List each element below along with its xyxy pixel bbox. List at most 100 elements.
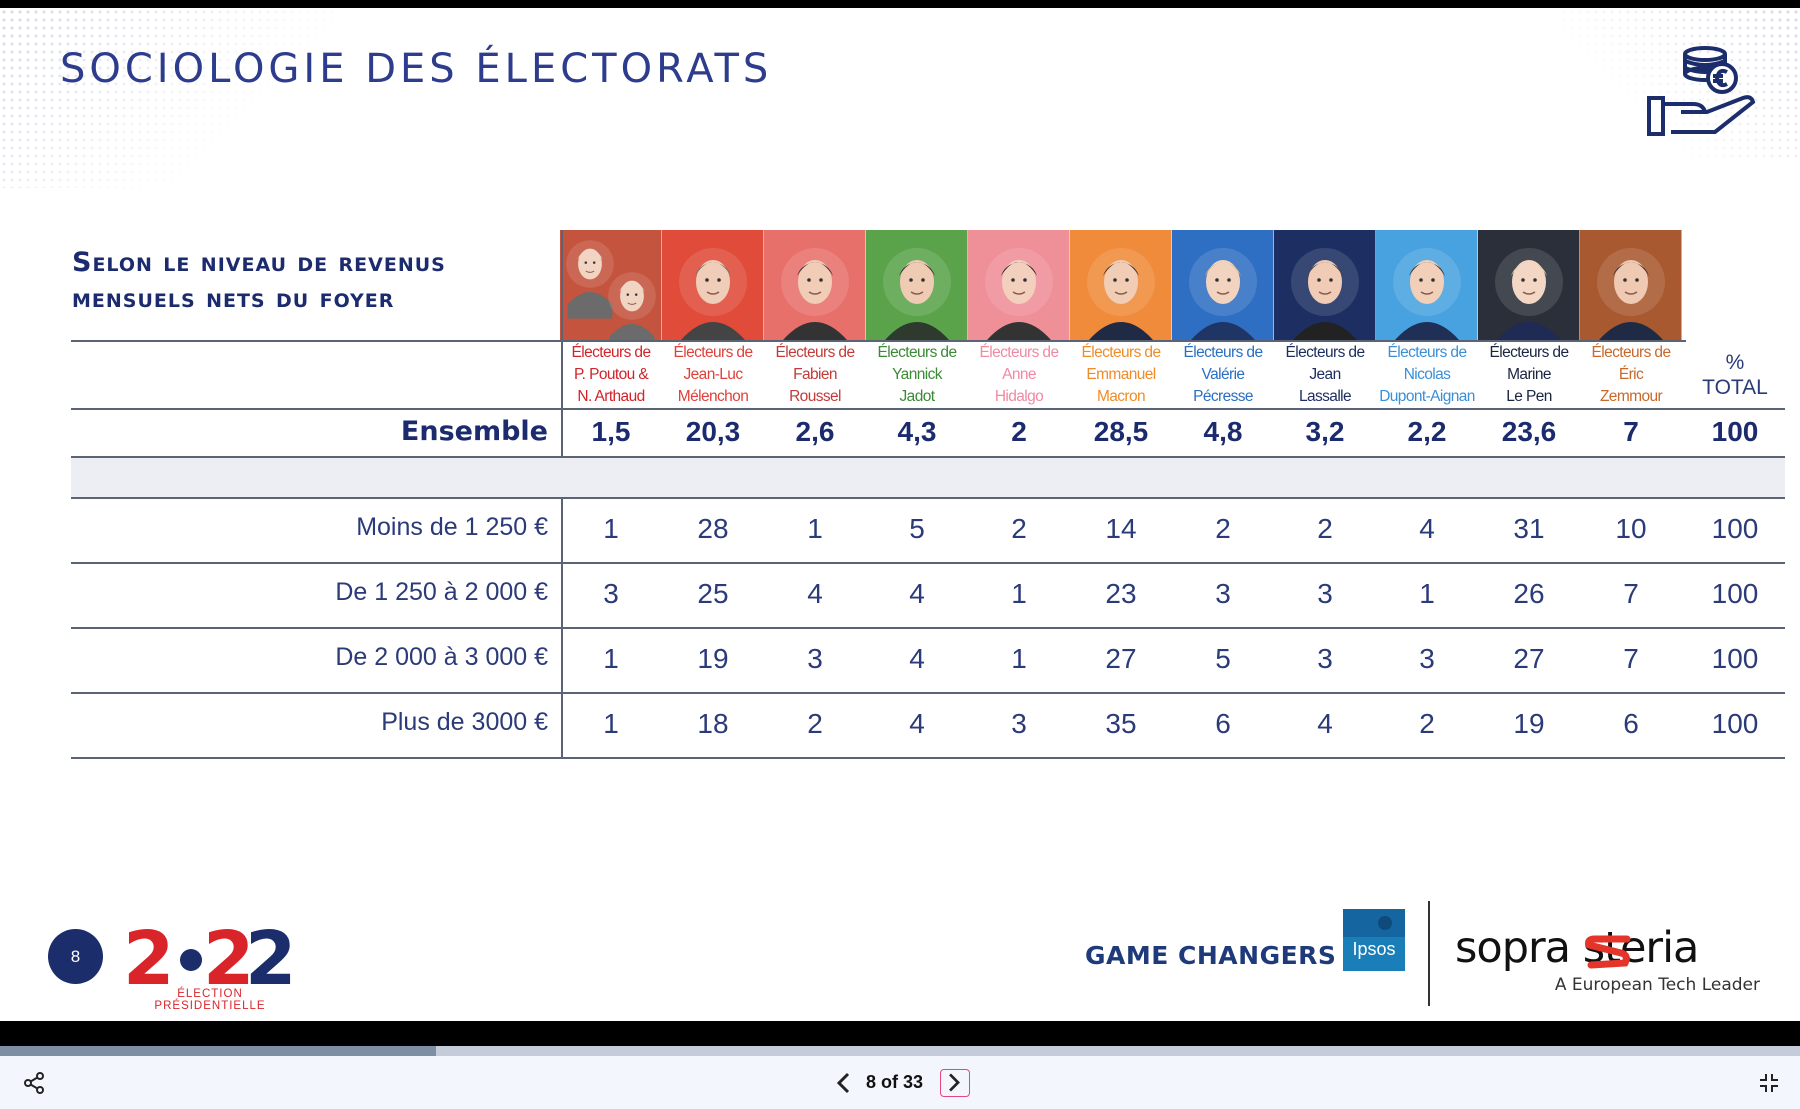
total-cell: 100 [1711, 708, 1759, 739]
candidate-photo [1172, 230, 1274, 340]
total-cell: 100 [1711, 578, 1759, 609]
collapse-icon[interactable] [1757, 1071, 1781, 1095]
svg-text:Ipsos: Ipsos [1352, 939, 1395, 959]
band-divider [71, 497, 1785, 499]
candidate-photo [560, 230, 662, 340]
ensemble-cell: 7 [1623, 416, 1639, 447]
table-cell: 3 [1419, 643, 1435, 674]
table-cell: 1 [603, 643, 619, 674]
table-cell: 6 [1623, 708, 1639, 739]
table-cell: 4 [909, 643, 925, 674]
row-label: De 1 250 à 2 000 € [335, 578, 548, 606]
column-label: Électeurs de Yannick Jadot [877, 344, 958, 405]
table-cell: 1 [807, 513, 823, 544]
svg-text:2: 2 [245, 920, 297, 1002]
candidate-photo [968, 230, 1070, 340]
table-cell: 23 [1105, 578, 1137, 609]
ensemble-cell: 1,5 [591, 416, 631, 447]
table-cell: 1 [1011, 643, 1027, 674]
column-label: Électeurs de Marine Le Pen [1489, 344, 1570, 405]
table-cell: 19 [1513, 708, 1545, 739]
table-cell: 3 [1317, 578, 1333, 609]
share-icon[interactable] [22, 1071, 46, 1095]
total-cell: 100 [1711, 513, 1759, 544]
ensemble-cell: 28,5 [1093, 416, 1149, 447]
ensemble-total-cell: 100 [1711, 416, 1759, 447]
portrait-icon [1393, 248, 1461, 340]
table-cell: 19 [697, 643, 729, 674]
ensemble-divider [71, 456, 1785, 458]
portrait-icon [781, 248, 849, 340]
election-2022-logo: 2 2 2 [125, 920, 297, 1002]
labels-divider [71, 408, 1785, 410]
row-divider-4 [71, 757, 1785, 759]
table-cell: 2 [1215, 513, 1231, 544]
spacer-band [71, 458, 1785, 498]
table-cell: 6 [1215, 708, 1231, 739]
decor-dots-left [0, 8, 340, 188]
table-cell: 2 [1011, 513, 1027, 544]
table-cell: 1 [1419, 578, 1435, 609]
portrait-icon [1087, 248, 1155, 340]
row-divider-3 [71, 692, 1785, 694]
table-cell: 1 [603, 513, 619, 544]
column-label: Électeurs de Valérie Pécresse [1183, 344, 1264, 405]
ensemble-label: Ensemble [400, 416, 548, 447]
sopra-tagline: A European Tech Leader [1554, 975, 1760, 995]
table-cell: 7 [1623, 578, 1639, 609]
column-label: Électeurs de Anne Hidalgo [979, 344, 1060, 405]
page-counter: 8 of 33 [866, 1072, 924, 1092]
game-changers-label: GAME CHANGERS [1085, 941, 1337, 970]
table-cell: 4 [909, 578, 925, 609]
table-cell: 26 [1513, 578, 1545, 609]
chevron-left-icon[interactable] [832, 1070, 856, 1096]
portrait-icon [883, 248, 951, 340]
column-label: Électeurs de Jean Lassalle [1285, 344, 1366, 405]
table-cell: 3 [1317, 643, 1333, 674]
portrait-icon [1495, 248, 1563, 340]
table-cell: 1 [603, 708, 619, 739]
slide-title: SOCIOLOGIE DES ÉLECTORATS [60, 46, 773, 92]
sopra-steria-logo: sopra steria [1455, 923, 1699, 973]
portrait-icon [679, 248, 747, 340]
column-label: Électeurs de P. Poutou & N. Arthaud [571, 344, 652, 405]
column-label: Électeurs de Nicolas Dupont-Aignan [1379, 344, 1475, 405]
svg-text:2: 2 [125, 920, 175, 1002]
candidate-photo-strip [560, 230, 1685, 340]
table-cell: 2 [1419, 708, 1435, 739]
row-label: Moins de 1 250 € [356, 513, 548, 541]
ensemble-cell: 4,3 [897, 416, 937, 447]
table-cell: 1 [1011, 578, 1027, 609]
table-cell: 14 [1105, 513, 1137, 544]
table-cell: 4 [807, 578, 823, 609]
table-cell: 27 [1513, 643, 1545, 674]
portrait-icon [1189, 248, 1257, 340]
table-title: Selon le niveau de revenus mensuels nets… [72, 247, 446, 314]
page-number-badge: 8 [48, 929, 103, 984]
candidate-photo [662, 230, 764, 340]
table-cell: 3 [1215, 578, 1231, 609]
candidate-photo [1478, 230, 1580, 340]
candidate-photo [1070, 230, 1172, 340]
table-cell: 5 [909, 513, 925, 544]
table-cell: 25 [697, 578, 729, 609]
table-cell: 35 [1105, 708, 1137, 739]
chevron-right-icon [949, 1073, 960, 1092]
row-divider-2 [71, 627, 1785, 629]
table-cell: 3 [603, 578, 619, 609]
candidate-photo [1376, 230, 1478, 340]
viewer-toolbar: 8 of 33 [0, 1056, 1800, 1109]
candidate-photo [1580, 230, 1682, 340]
money-hand-icon [1647, 46, 1756, 136]
slide: SOCIOLOGIE DES ÉLECTORATS Selon le nivea… [0, 8, 1800, 1021]
row-divider-1 [71, 562, 1785, 564]
candidate-photo [764, 230, 866, 340]
logo-divider [1428, 901, 1430, 1006]
table-cell: 3 [1011, 708, 1027, 739]
portrait-icon [1291, 248, 1359, 340]
table-cell: 18 [697, 708, 729, 739]
sopra-steria-mark [1585, 935, 1631, 969]
next-page-button[interactable] [940, 1069, 970, 1097]
ensemble-cell: 23,6 [1501, 416, 1557, 447]
progress-bar[interactable] [0, 1046, 1800, 1056]
